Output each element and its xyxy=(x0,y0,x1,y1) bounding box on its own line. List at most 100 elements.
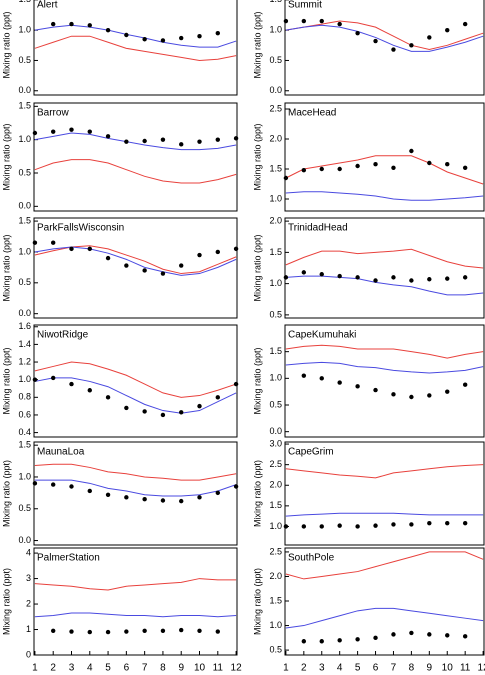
x-tick-label: 6 xyxy=(373,663,379,674)
y-axis-label: Mixing ratio (ppt) xyxy=(252,123,262,190)
observation-point xyxy=(391,165,396,170)
observation-point xyxy=(215,629,220,634)
model-line xyxy=(285,191,484,201)
observation-point xyxy=(160,137,166,142)
observation-point xyxy=(301,373,307,378)
x-tick-label: 12 xyxy=(231,663,243,674)
observation-point xyxy=(301,524,307,529)
x-tick-label: 7 xyxy=(142,663,148,674)
observation-point xyxy=(445,633,450,638)
y-tick-label: 1.0 xyxy=(18,25,31,35)
observation-point xyxy=(160,498,166,503)
panel-title: MaunaLoa xyxy=(37,447,85,458)
observation-point xyxy=(301,18,307,24)
observation-point xyxy=(142,628,147,633)
y-axis-label: Mixing ratio (ppt) xyxy=(252,568,262,635)
observation-point xyxy=(319,524,324,529)
observation-point xyxy=(51,482,56,487)
panel-title: PalmerStation xyxy=(37,553,100,564)
observation-point xyxy=(445,389,450,394)
panel-frame xyxy=(33,324,238,438)
y-tick-label: 1.0 xyxy=(269,620,282,630)
x-tick-label: 2 xyxy=(301,663,307,674)
observation-point xyxy=(301,168,307,173)
panel-frame xyxy=(284,102,485,212)
model-line xyxy=(285,248,484,269)
observation-point xyxy=(409,43,414,48)
y-tick-label: 0.5 xyxy=(269,399,282,409)
observation-point xyxy=(105,134,111,139)
observation-point xyxy=(373,38,378,44)
observation-point xyxy=(215,249,220,255)
model-line xyxy=(285,344,484,359)
panel-title: CapeKumuhaki xyxy=(288,330,356,341)
observation-point xyxy=(427,632,432,637)
observation-point xyxy=(142,497,147,502)
observation-point xyxy=(355,30,360,36)
observation-point xyxy=(124,32,129,38)
y-tick-label: 0.6 xyxy=(18,409,31,419)
observation-point xyxy=(283,524,289,529)
y-tick-label: 0.5 xyxy=(269,644,282,654)
observation-point xyxy=(409,278,414,283)
y-axis-label: Mixing ratio (ppt) xyxy=(1,234,11,301)
observation-point xyxy=(105,255,111,261)
x-tick-label: 10 xyxy=(194,663,206,674)
observation-point xyxy=(355,524,360,529)
model-line xyxy=(34,24,237,48)
model-line xyxy=(34,132,237,151)
model-line xyxy=(34,377,237,414)
observation-point xyxy=(69,21,74,27)
panel-title: NiwotRidge xyxy=(37,330,89,341)
observation-point xyxy=(427,160,432,166)
observation-point xyxy=(462,382,468,387)
observation-point xyxy=(32,130,38,136)
observation-point xyxy=(355,637,360,642)
x-tick-label: 10 xyxy=(442,663,454,674)
x-tick-label: 4 xyxy=(87,663,93,674)
observation-point xyxy=(462,634,468,639)
y-tick-label: 1.0 xyxy=(269,193,282,203)
observation-point xyxy=(51,375,56,381)
observation-point xyxy=(445,520,450,526)
observation-point xyxy=(462,21,468,27)
panel-frame xyxy=(33,547,238,656)
y-tick-label: 1.0 xyxy=(269,278,282,288)
y-tick-label: 1.5 xyxy=(269,595,282,605)
observation-point xyxy=(160,628,166,633)
observation-point xyxy=(301,270,307,275)
panel-frame xyxy=(284,324,485,438)
y-tick-label: 2.0 xyxy=(269,133,282,143)
x-tick-label: 5 xyxy=(105,663,111,674)
observation-point xyxy=(319,376,324,381)
observation-point xyxy=(124,263,129,268)
observation-point xyxy=(427,35,432,40)
observation-point xyxy=(215,490,220,496)
y-tick-label: 1.2 xyxy=(18,356,31,366)
observation-point xyxy=(373,162,378,167)
y-tick-label: 1.5 xyxy=(269,500,282,510)
observation-point xyxy=(215,30,220,36)
observation-point xyxy=(32,240,38,245)
observation-point xyxy=(197,34,202,39)
observation-point xyxy=(87,23,92,28)
model-line xyxy=(285,551,484,580)
y-tick-label: 1.0 xyxy=(18,246,31,256)
panel-frame xyxy=(284,217,485,319)
model-line xyxy=(285,20,484,51)
model-line xyxy=(34,463,237,481)
observation-point xyxy=(462,165,468,170)
observation-point xyxy=(355,384,360,389)
observation-point xyxy=(160,412,166,418)
observation-point xyxy=(409,522,414,527)
panel-frame xyxy=(284,441,485,546)
observation-point xyxy=(233,484,239,489)
y-tick-label: 4 xyxy=(26,547,31,557)
observation-point xyxy=(124,139,129,144)
observation-point xyxy=(69,381,74,387)
x-tick-label: 11 xyxy=(460,663,471,674)
observation-point xyxy=(283,18,289,24)
observation-point xyxy=(283,175,289,181)
observation-point xyxy=(373,387,378,393)
panel-title: TrinidadHead xyxy=(288,223,348,234)
